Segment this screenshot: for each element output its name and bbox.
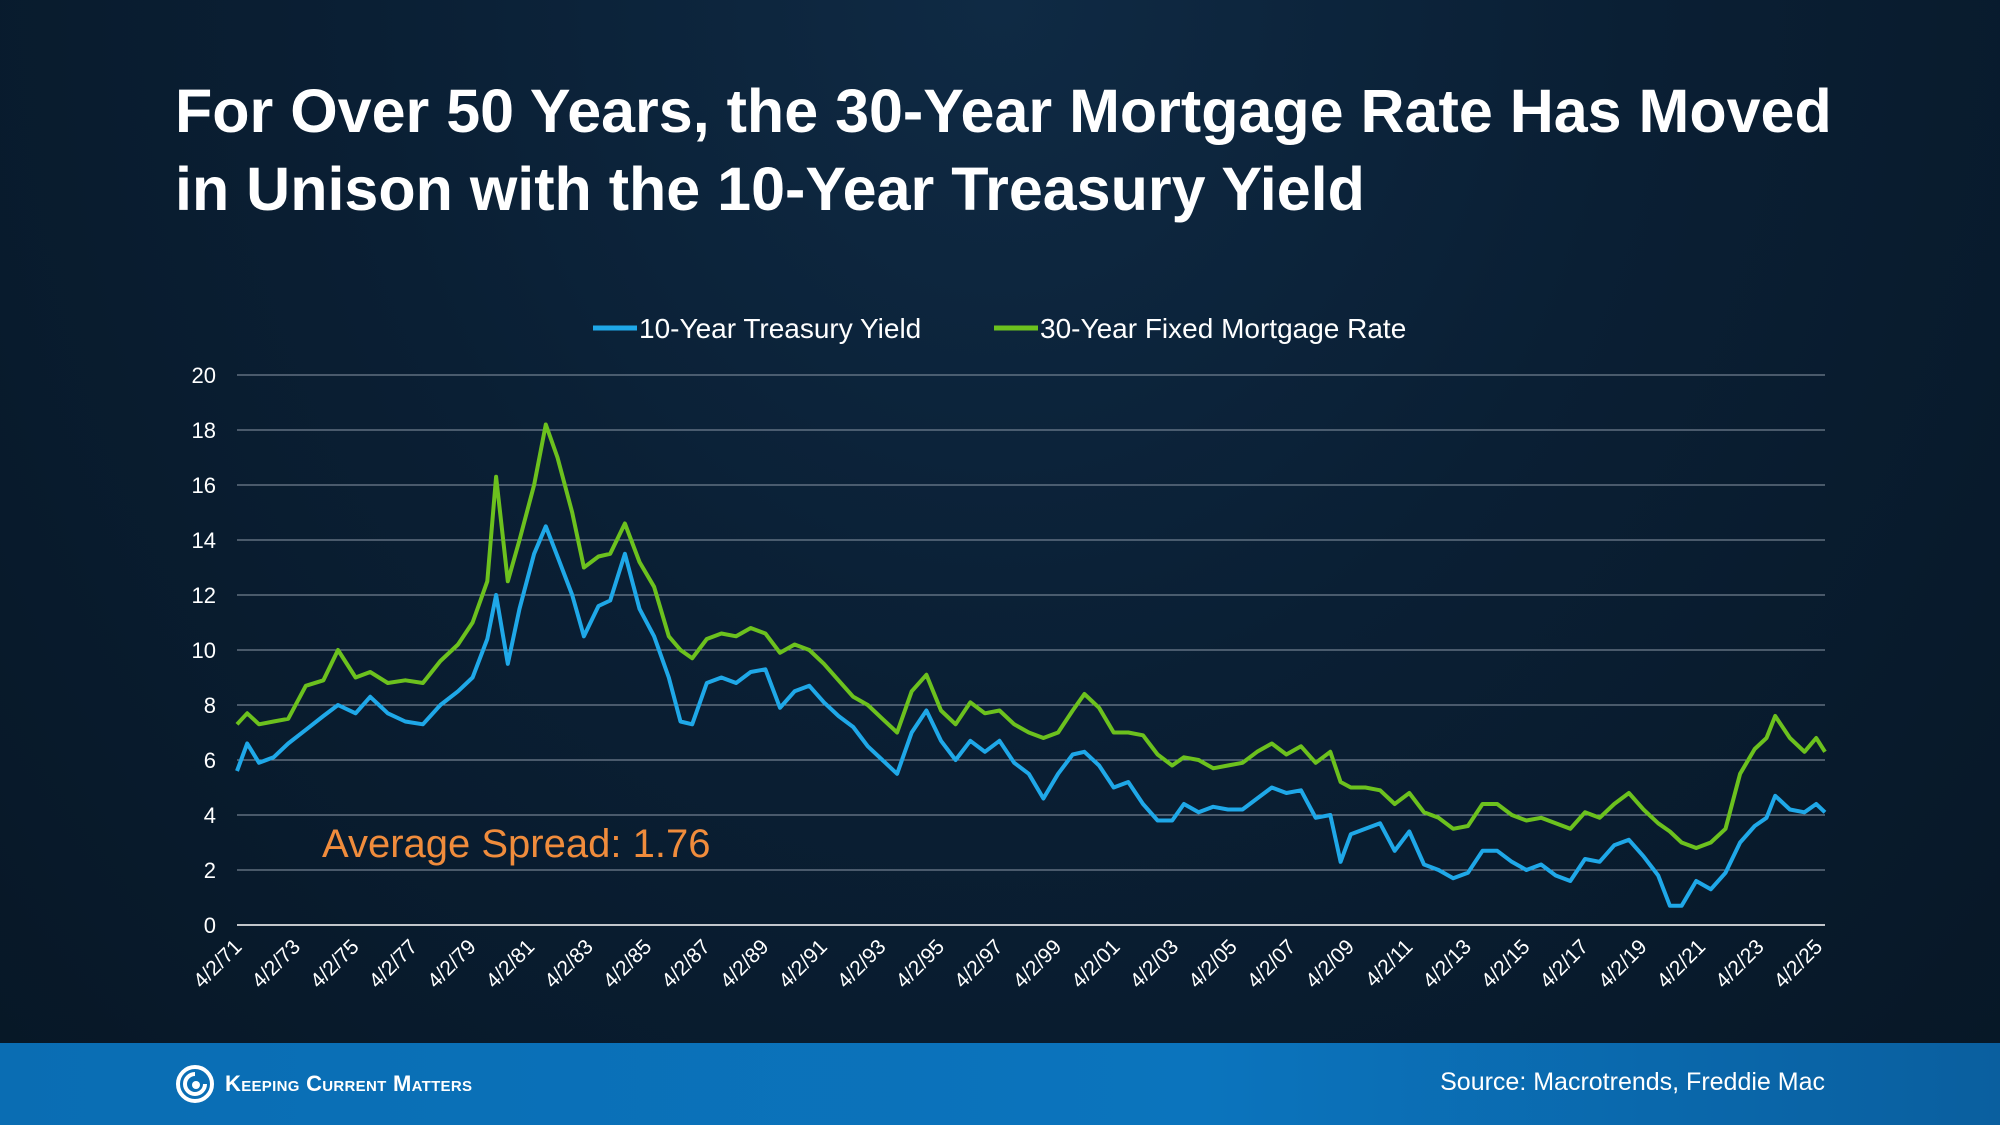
x-axis-ticks: 4/2/71 4/2/73 4/2/75 4/2/77 4/2/79 4/2/81 4/2/…: [189, 935, 1827, 993]
x-tick-label: 4/2/83: [540, 935, 598, 993]
series-line-mortgage: [235, 422, 1827, 850]
x-tick-label: 4/2/89: [716, 935, 774, 993]
x-tick-label: 4/2/71: [189, 935, 247, 993]
x-tick-label: 4/2/11: [1361, 935, 1417, 991]
series-line-treasury: [235, 524, 1827, 908]
x-tick-label: 4/2/75: [306, 935, 364, 993]
x-tick-label: 4/2/99: [1009, 935, 1067, 993]
source-text: Source: Macrotrends, Freddie Mac: [1440, 1068, 1825, 1096]
swirl-logo-icon: [176, 1065, 214, 1103]
x-tick-label: 4/2/85: [599, 935, 657, 993]
kcm-logo: Keeping Current Matters: [175, 1061, 472, 1107]
x-tick-label: 4/2/93: [833, 935, 891, 993]
x-tick-label: 4/2/01: [1067, 935, 1125, 993]
y-tick-label: 18: [192, 418, 216, 443]
y-tick-label: 14: [192, 528, 216, 553]
y-tick-label: 12: [192, 583, 216, 608]
x-tick-label: 4/2/97: [950, 935, 1008, 993]
legend-label-treasury: 10-Year Treasury Yield: [639, 313, 921, 344]
x-tick-label: 4/2/15: [1477, 935, 1535, 993]
y-tick-label: 16: [192, 473, 216, 498]
x-tick-label: 4/2/03: [1126, 935, 1184, 993]
x-tick-label: 4/2/77: [365, 935, 423, 993]
x-tick-label: 4/2/81: [482, 935, 540, 993]
page-title: For Over 50 Years, the 30-Year Mortgage …: [175, 77, 1832, 223]
logo-text: Keeping Current Matters: [225, 1071, 473, 1096]
x-tick-label: 4/2/25: [1770, 935, 1828, 993]
x-tick-label: 4/2/91: [774, 935, 832, 993]
x-tick-label: 4/2/17: [1535, 935, 1593, 993]
gridlines: [237, 374, 1825, 926]
x-tick-label: 4/2/79: [423, 935, 481, 993]
series-lines: [235, 422, 1827, 908]
y-tick-label: 6: [204, 748, 216, 773]
x-tick-label: 4/2/09: [1301, 935, 1359, 993]
footer-bar: Keeping Current Matters Source: Macrotre…: [0, 1043, 2000, 1125]
legend-label-mortgage: 30-Year Fixed Mortgage Rate: [1040, 313, 1406, 344]
x-tick-label: 4/2/07: [1243, 935, 1301, 993]
legend: 10-Year Treasury Yield 30-Year Fixed Mor…: [593, 313, 1406, 344]
average-spread-annotation: Average Spread: 1.76: [322, 822, 710, 866]
x-tick-label: 4/2/87: [657, 935, 715, 993]
x-tick-label: 4/2/13: [1418, 935, 1476, 993]
y-tick-label: 8: [204, 693, 216, 718]
y-tick-label: 20: [192, 363, 216, 388]
y-tick-label: 4: [204, 803, 216, 828]
y-tick-label: 10: [192, 638, 216, 663]
x-tick-label: 4/2/05: [1184, 935, 1242, 993]
y-tick-label: 0: [204, 913, 216, 938]
y-axis-ticks: 0 2 4 6 8 10 12 14 16 18 20: [192, 363, 216, 938]
x-tick-label: 4/2/23: [1711, 935, 1769, 993]
x-tick-label: 4/2/73: [248, 935, 306, 993]
x-tick-label: 4/2/19: [1594, 935, 1652, 993]
line-chart: 10-Year Treasury Yield 30-Year Fixed Mor…: [189, 313, 1827, 993]
x-tick-label: 4/2/95: [892, 935, 950, 993]
x-tick-label: 4/2/21: [1653, 935, 1711, 993]
y-tick-label: 2: [204, 858, 216, 883]
